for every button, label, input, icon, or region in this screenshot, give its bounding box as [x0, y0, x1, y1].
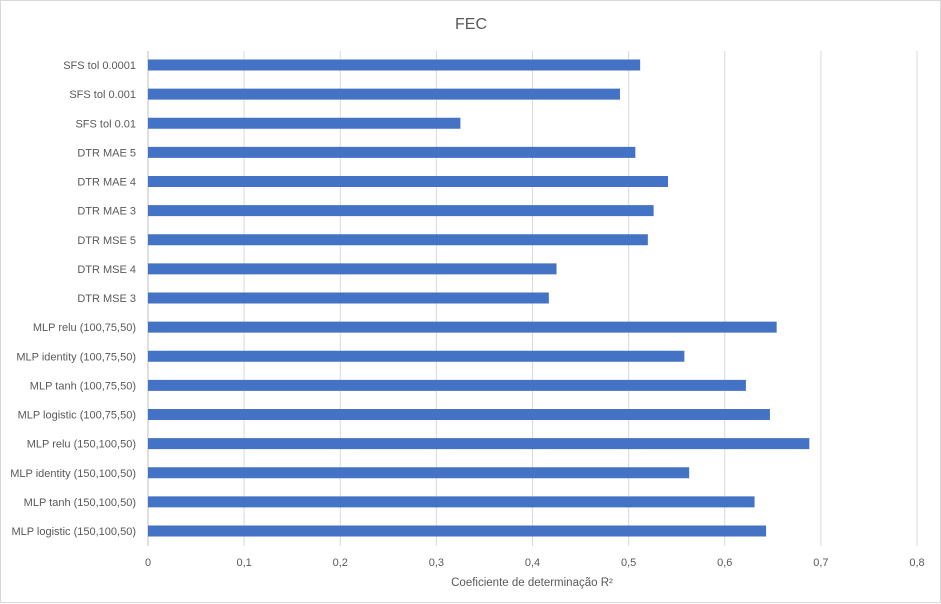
x-tick-label: 0,6 — [717, 557, 732, 569]
x-axis-title: Coeficiente de determinação R² — [451, 577, 613, 589]
category-label: DTR MSE 3 — [77, 293, 136, 305]
bar — [148, 292, 549, 304]
bar — [148, 263, 557, 275]
bar — [148, 438, 810, 450]
category-label: DTR MSE 5 — [77, 235, 136, 247]
bar — [148, 234, 648, 246]
category-labels: SFS tol 0.0001 SFS tol 0.001 SFS tol 0.01 D… — [10, 60, 136, 538]
bar — [148, 379, 746, 391]
bar — [148, 88, 620, 100]
bar — [148, 321, 777, 333]
bar — [148, 350, 685, 362]
x-tick-label: 0 — [145, 557, 151, 569]
category-label: DTR MSE 4 — [77, 264, 136, 276]
x-tick-label: 0,1 — [236, 557, 251, 569]
category-label: MLP logistic (150,100,50) — [11, 526, 136, 538]
x-tick-label: 0,2 — [333, 557, 348, 569]
chart-title: FEC — [455, 16, 487, 33]
category-label: MLP logistic (100,75,50) — [18, 410, 136, 422]
category-label: MLP identity (150,100,50) — [10, 468, 136, 480]
bar — [148, 496, 755, 508]
x-tick-labels: 0 0,1 0,2 0,3 0,4 0,5 0,6 0,7 0,8 — [145, 557, 925, 569]
category-label: MLP identity (100,75,50) — [16, 351, 136, 363]
x-tick-label: 0,5 — [621, 557, 636, 569]
category-label: MLP tanh (100,75,50) — [30, 380, 136, 392]
category-label: DTR MAE 4 — [77, 177, 136, 189]
bar — [148, 146, 636, 158]
bar — [148, 205, 654, 217]
category-label: SFS tol 0.001 — [69, 89, 136, 101]
bar — [148, 525, 767, 537]
bar — [148, 467, 690, 479]
bar — [148, 409, 770, 420]
category-label: SFS tol 0.0001 — [63, 60, 136, 72]
x-tick-label: 0,4 — [525, 557, 540, 569]
bar — [148, 117, 461, 129]
x-tick-label: 0,7 — [813, 557, 828, 569]
category-label: DTR MAE 3 — [77, 206, 136, 218]
category-label: MLP relu (150,100,50) — [27, 439, 136, 451]
x-tick-label: 0,8 — [909, 557, 924, 569]
category-label: DTR MAE 5 — [77, 147, 136, 159]
category-label: MLP relu (100,75,50) — [33, 322, 136, 334]
bars — [148, 59, 810, 537]
category-label: MLP tanh (150,100,50) — [24, 497, 136, 509]
bar — [148, 59, 641, 71]
bar — [148, 176, 669, 187]
category-label: SFS tol 0.01 — [75, 118, 136, 130]
x-tick-label: 0,3 — [429, 557, 444, 569]
